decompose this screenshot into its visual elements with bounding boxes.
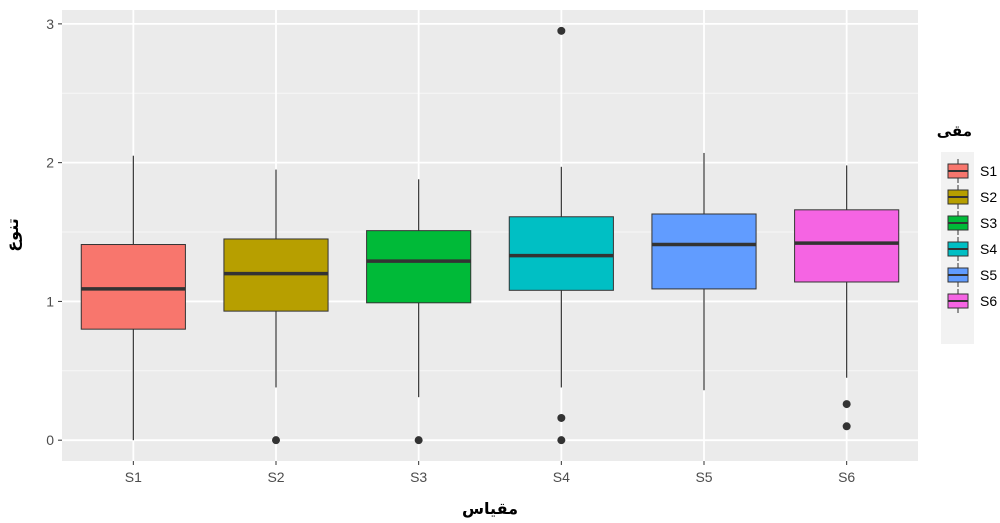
box-body bbox=[80, 244, 186, 330]
legend-item-S4: S4 bbox=[947, 237, 997, 261]
x-tick-label: S1 bbox=[125, 469, 142, 485]
legend-item-S5: S5 bbox=[947, 263, 997, 287]
y-tick-label: 1 bbox=[46, 293, 54, 309]
box-S4 bbox=[508, 26, 614, 445]
legend: مقی S1 S2 S3 S4 S5 S6 bbox=[937, 122, 997, 344]
box-body bbox=[366, 230, 472, 304]
x-tick-label: S3 bbox=[410, 469, 427, 485]
box-S5 bbox=[651, 152, 757, 391]
box-S2 bbox=[223, 169, 329, 445]
legend-label: S1 bbox=[980, 163, 997, 179]
x-tick-label: S2 bbox=[267, 469, 284, 485]
legend-item-S3: S3 bbox=[947, 211, 997, 235]
y-tick-label: 0 bbox=[46, 432, 54, 448]
y-axis-title: تنوع bbox=[3, 218, 22, 252]
box-body bbox=[508, 216, 614, 291]
box-body bbox=[651, 213, 757, 290]
outlier-point bbox=[842, 400, 851, 409]
outlier-point bbox=[557, 413, 566, 422]
plot-panel bbox=[62, 10, 918, 461]
legend-label: S6 bbox=[980, 293, 997, 309]
legend-item-S1: S1 bbox=[947, 159, 997, 183]
outlier-point bbox=[414, 436, 423, 445]
box-body bbox=[794, 209, 900, 283]
x-axis: S1 S2 S3 S4 S5 S6 bbox=[125, 461, 855, 485]
x-axis-title: مقیاس bbox=[462, 499, 518, 518]
outlier-point bbox=[557, 26, 566, 35]
box-S1 bbox=[80, 155, 186, 441]
outlier-point bbox=[272, 436, 280, 445]
legend-item-S2: S2 bbox=[947, 185, 997, 209]
box-S6 bbox=[794, 165, 900, 431]
y-tick-label: 2 bbox=[46, 155, 54, 171]
legend-label: S3 bbox=[980, 215, 997, 231]
boxes bbox=[80, 26, 900, 445]
legend-title: مقی bbox=[937, 122, 972, 140]
x-tick-label: S5 bbox=[695, 469, 712, 485]
x-tick-label: S4 bbox=[553, 469, 570, 485]
y-tick-label: 3 bbox=[46, 16, 54, 32]
minor-gridlines bbox=[62, 92, 918, 372]
legend-items: S1 S2 S3 S4 S5 S6 bbox=[947, 159, 997, 313]
outlier-point bbox=[557, 436, 566, 445]
box-S3 bbox=[366, 179, 472, 445]
x-tick-label: S6 bbox=[838, 469, 855, 485]
legend-label: S4 bbox=[980, 241, 997, 257]
legend-label: S5 bbox=[980, 267, 997, 283]
outlier-point bbox=[842, 422, 851, 431]
legend-item-S6: S6 bbox=[947, 289, 997, 313]
legend-label: S2 bbox=[980, 189, 997, 205]
y-axis: 0 1 2 3 bbox=[46, 16, 62, 448]
